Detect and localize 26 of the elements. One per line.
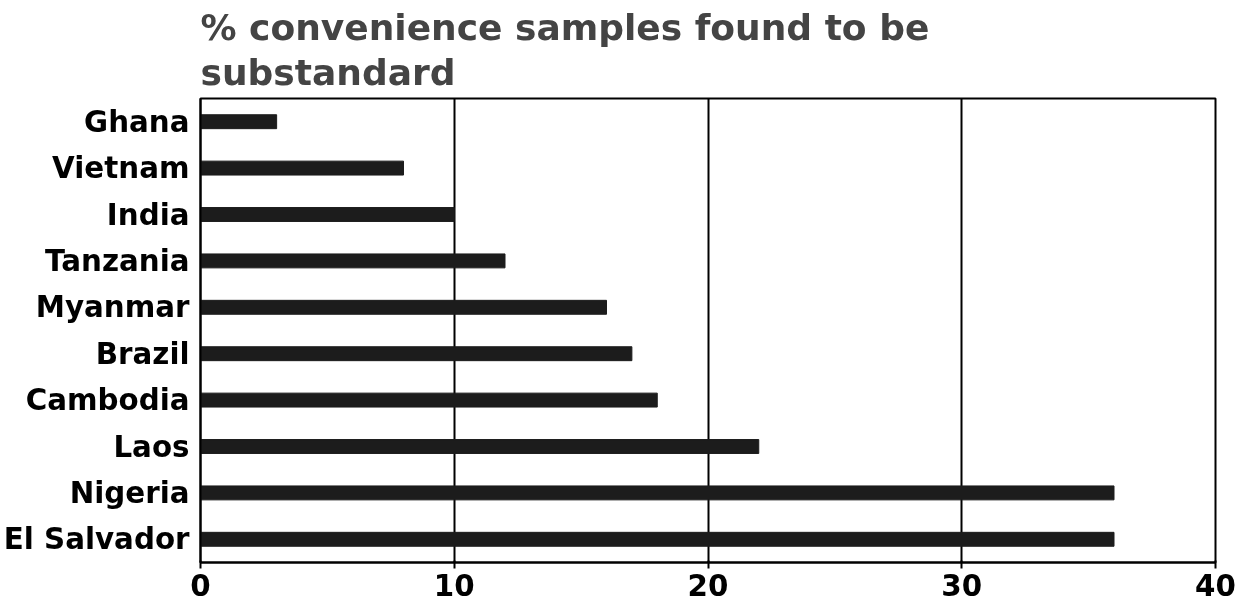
bar bbox=[200, 299, 607, 315]
bar bbox=[200, 392, 658, 408]
y-tick-label: Nigeria bbox=[69, 475, 190, 510]
y-tick-label: Cambodia bbox=[25, 383, 190, 418]
bar bbox=[200, 439, 760, 454]
y-tick-label: Vietnam bbox=[52, 151, 190, 186]
bar bbox=[200, 346, 633, 362]
x-tick-label: 20 bbox=[687, 568, 729, 601]
y-tick-label: El Salvador bbox=[3, 522, 191, 557]
y-tick-label: India bbox=[106, 197, 190, 232]
bar bbox=[200, 485, 1115, 501]
bar bbox=[200, 253, 506, 269]
bar bbox=[200, 531, 1115, 547]
bar bbox=[200, 114, 278, 130]
y-tick-label: Brazil bbox=[95, 336, 190, 371]
bar bbox=[200, 160, 404, 176]
chart-title: % convenience samples found to be substandard bbox=[200, 7, 930, 94]
bar bbox=[200, 207, 455, 222]
x-tick-label: 10 bbox=[433, 568, 475, 601]
y-tick-label: Tanzania bbox=[45, 243, 190, 278]
y-tick-label: Laos bbox=[113, 429, 190, 464]
x-tick-label: 40 bbox=[1195, 568, 1236, 601]
y-tick-label: Ghana bbox=[84, 104, 190, 139]
y-tick-label: Myanmar bbox=[35, 290, 191, 325]
x-tick-label: 0 bbox=[190, 568, 211, 601]
x-tick-label: 30 bbox=[941, 568, 983, 601]
